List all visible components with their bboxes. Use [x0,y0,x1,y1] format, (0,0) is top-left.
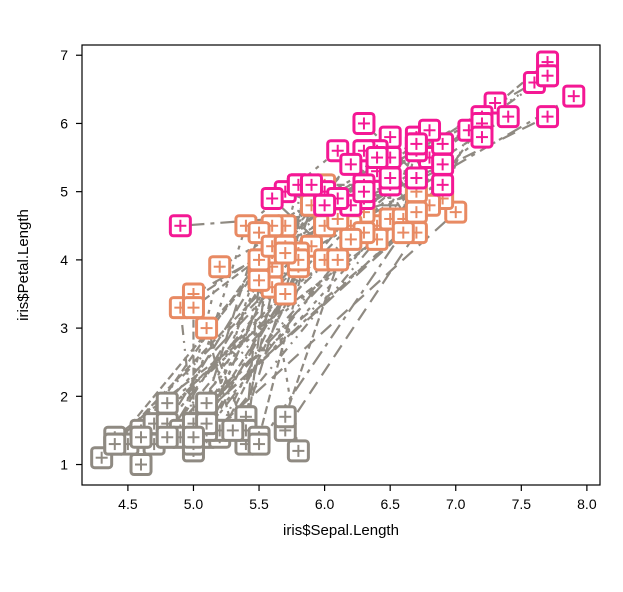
scatter-point [341,229,361,249]
scatter-point [472,127,492,147]
chart-svg: 4.5 5.0 5.5 6.0 6.5 7.0 7.5 8.0 1 2 3 4 5 6 7 iris$Sepa… [0,0,623,592]
scatter-point [341,154,361,174]
x-tick-label: 6.5 [380,496,400,512]
scatter-point [197,318,217,338]
scatter-chart: 4.5 5.0 5.5 6.0 6.5 7.0 7.5 8.0 1 2 3 4 5 6 7 iris$Sepa… [0,0,623,592]
x-tick-label: 5.0 [184,496,204,512]
y-tick-label: 3 [60,320,68,336]
x-tick-label: 4.5 [118,496,138,512]
scatter-point [197,393,217,413]
x-axis-label: iris$Sepal.Length [283,522,399,539]
scatter-point [183,298,203,318]
scatter-point [367,148,387,168]
scatter-point [354,113,374,133]
x-tick-label: 6.0 [315,496,335,512]
scatter-point [328,250,348,270]
scatter-point [131,427,151,447]
x-tick-label: 8.0 [577,496,597,512]
scatter-point [433,175,453,195]
scatter-point [170,216,190,236]
y-tick-label: 1 [60,457,68,473]
scatter-point [354,182,374,202]
x-tick-label: 5.5 [249,496,269,512]
scatter-point [301,175,321,195]
scatter-point [275,243,295,263]
scatter-point [393,223,413,243]
scatter-point [538,107,558,127]
scatter-point [498,107,518,127]
scatter-point [406,134,426,154]
scatter-point [538,66,558,86]
scatter-point [433,154,453,174]
scatter-point [380,168,400,188]
scatter-point [223,420,243,440]
scatter-point [249,270,269,290]
scatter-point [275,407,295,427]
scatter-point [406,202,426,222]
scatter-point [183,427,203,447]
y-tick-label: 5 [60,184,68,200]
x-tick-label: 7.0 [446,496,466,512]
scatter-point [157,427,177,447]
scatter-point [105,434,125,454]
scatter-point [210,257,230,277]
y-tick-label: 6 [60,115,68,131]
y-tick-label: 4 [60,252,68,268]
scatter-point [157,393,177,413]
y-tick-label: 2 [60,388,68,404]
scatter-point [262,188,282,208]
scatter-point [131,455,151,475]
scatter-point [275,284,295,304]
y-tick-label: 7 [60,47,68,63]
x-tick-label: 7.5 [512,496,532,512]
scatter-point [406,168,426,188]
series-setosa [92,393,309,474]
scatter-point [564,86,584,106]
scatter-point [288,441,308,461]
scatter-point [249,434,269,454]
scatter-point [315,195,335,215]
y-axis-label: iris$Petal.Length [15,209,32,321]
